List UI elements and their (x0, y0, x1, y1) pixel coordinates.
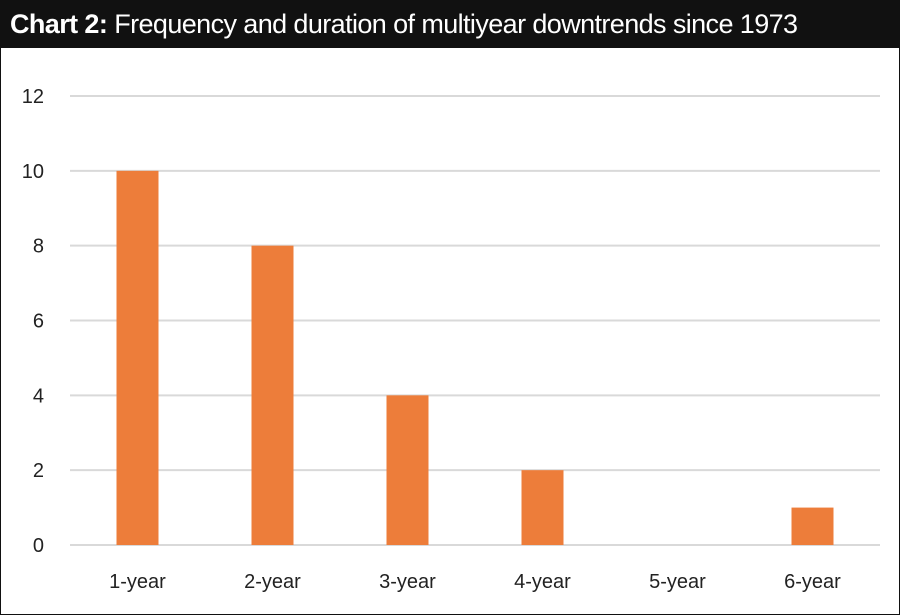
y-tick-label: 10 (22, 161, 44, 183)
chart-title-bar: Chart 2: Frequency and duration of multi… (1, 1, 899, 48)
y-tick-label: 12 (22, 86, 44, 108)
x-tick-label: 6-year (784, 571, 841, 593)
x-tick-label: 5-year (649, 571, 706, 593)
bar-4-year (521, 470, 564, 545)
bar-1-year (116, 170, 159, 546)
x-tick-label: 1-year (109, 571, 166, 593)
x-tick-label: 4-year (514, 571, 571, 593)
y-tick-label: 6 (33, 311, 44, 333)
y-tick-label: 8 (33, 236, 44, 258)
chart-title: Frequency and duration of multiyear down… (114, 9, 798, 39)
chart-title-prefix: Chart 2: (10, 9, 108, 39)
x-tick-label: 3-year (379, 571, 436, 593)
bar-2-year (251, 245, 294, 545)
y-tick-label: 4 (33, 385, 44, 407)
x-tick-label: 2-year (244, 571, 301, 593)
bar-6-year (791, 507, 834, 545)
y-tick-label: 0 (33, 535, 44, 557)
y-tick-label: 2 (33, 460, 44, 482)
bar-3-year (386, 395, 429, 545)
